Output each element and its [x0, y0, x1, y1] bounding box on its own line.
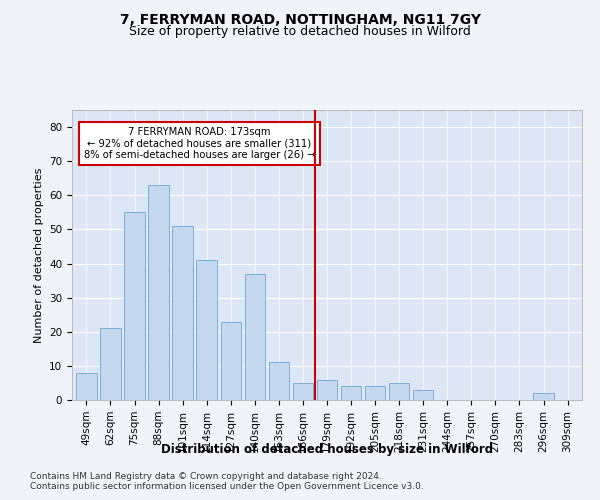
Text: 7, FERRYMAN ROAD, NOTTINGHAM, NG11 7GY: 7, FERRYMAN ROAD, NOTTINGHAM, NG11 7GY [119, 12, 481, 26]
Text: 7 FERRYMAN ROAD: 173sqm
← 92% of detached houses are smaller (311)
8% of semi-de: 7 FERRYMAN ROAD: 173sqm ← 92% of detache… [84, 127, 315, 160]
Bar [269, 362, 289, 400]
Bar [365, 386, 385, 400]
Y-axis label: Number of detached properties: Number of detached properties [34, 168, 44, 342]
Bar [293, 383, 313, 400]
Bar [148, 185, 169, 400]
Text: Contains HM Land Registry data © Crown copyright and database right 2024.: Contains HM Land Registry data © Crown c… [30, 472, 382, 481]
Bar [341, 386, 361, 400]
Text: Distribution of detached houses by size in Wilford: Distribution of detached houses by size … [161, 442, 493, 456]
Bar [413, 390, 433, 400]
Bar [124, 212, 145, 400]
Bar [245, 274, 265, 400]
Bar [172, 226, 193, 400]
Bar [389, 383, 409, 400]
Bar [76, 372, 97, 400]
Bar [533, 393, 554, 400]
Bar [317, 380, 337, 400]
Bar [196, 260, 217, 400]
Bar [100, 328, 121, 400]
Text: Contains public sector information licensed under the Open Government Licence v3: Contains public sector information licen… [30, 482, 424, 491]
Text: Size of property relative to detached houses in Wilford: Size of property relative to detached ho… [129, 25, 471, 38]
Bar [221, 322, 241, 400]
